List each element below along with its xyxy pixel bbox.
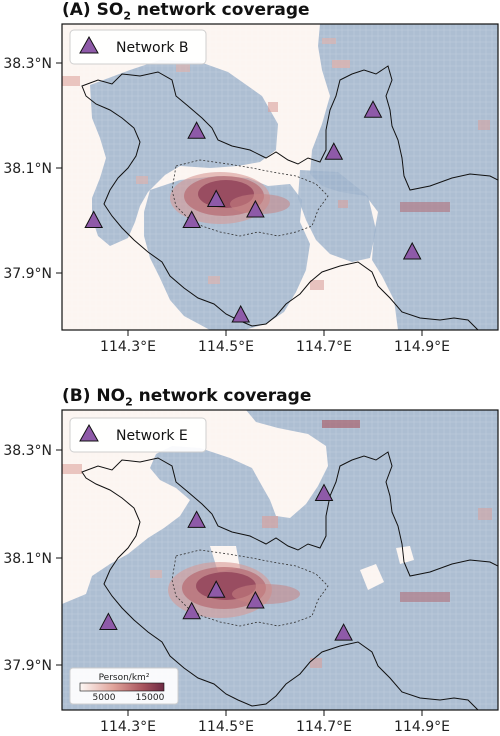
legend-triangle-icon <box>79 423 99 442</box>
station-marker <box>324 142 344 160</box>
x-axis: 114.3°E 114.5°E 114.7°E 114.9°E <box>100 710 450 735</box>
station-marker <box>402 241 422 260</box>
x-tick-label: 114.9°E <box>394 719 450 735</box>
x-tick-label: 114.7°E <box>296 719 352 735</box>
colorbar-gradient <box>79 682 165 692</box>
panel-b: (B) NO2 network coverage <box>0 368 500 736</box>
station-marker <box>231 304 251 323</box>
y-tick-label: 38.3°N <box>3 56 52 72</box>
x-axis: 114.3°E 114.5°E 114.7°E 114.9°E <box>100 330 450 355</box>
station-marker <box>182 601 202 620</box>
y-axis: 38.3°N 38.1°N 37.9°N <box>3 443 62 674</box>
y-tick-label: 38.1°N <box>3 551 52 567</box>
station-marker <box>246 590 265 609</box>
station-marker <box>206 580 226 598</box>
legend-triangle-icon <box>79 35 99 54</box>
admin-boundary <box>81 65 498 330</box>
colorbar-tick: 15000 <box>136 693 165 703</box>
admin-boundary <box>81 451 498 710</box>
city-boundary <box>171 549 329 627</box>
panel-title-a: (A) SO2 network coverage <box>62 0 310 23</box>
legend-label: Network B <box>116 40 189 56</box>
y-tick-label: 38.1°N <box>3 161 52 177</box>
x-tick-label: 114.5°E <box>198 719 254 735</box>
legend-label: Network E <box>116 428 188 444</box>
panel-a: (A) SO2 network coverage <box>3 0 499 355</box>
x-tick-label: 114.9°E <box>394 339 450 355</box>
station-layer <box>99 483 353 641</box>
y-axis: 38.3°N 38.1°N 37.9°N <box>3 56 62 282</box>
map-frame <box>61 409 499 711</box>
station-marker <box>314 483 334 502</box>
x-tick-label: 114.5°E <box>198 339 254 355</box>
map-a: Network B 38.3°N 38.1°N 37.9°N 114.3°E 1… <box>3 23 499 355</box>
colorbar-tick: 5000 <box>93 693 116 703</box>
station-marker <box>206 189 226 207</box>
y-tick-label: 38.3°N <box>3 443 52 459</box>
map-b: Network E Person/km² 5000 15000 38.3°N 3… <box>3 409 499 735</box>
map-frame <box>61 23 499 331</box>
station-marker <box>334 623 353 641</box>
station-layer <box>84 100 422 323</box>
station-marker <box>84 210 104 228</box>
x-tick-label: 114.3°E <box>100 339 156 355</box>
legend: Network E <box>69 417 207 453</box>
y-tick-label: 37.9°N <box>3 266 52 282</box>
station-marker <box>246 199 265 218</box>
y-tick-label: 37.9°N <box>3 658 52 674</box>
x-tick-label: 114.3°E <box>100 719 156 735</box>
legend: Network B <box>69 29 207 65</box>
station-marker <box>363 100 383 118</box>
station-marker <box>182 210 202 228</box>
station-marker <box>187 121 206 139</box>
station-marker <box>99 612 118 630</box>
panel-title-b: (B) NO2 network coverage <box>62 386 312 409</box>
colorbar: Person/km² 5000 15000 <box>69 667 179 705</box>
colorbar-label: Person/km² <box>99 673 150 683</box>
x-tick-label: 114.7°E <box>296 339 352 355</box>
city-boundary <box>171 159 329 237</box>
station-marker <box>187 510 206 528</box>
